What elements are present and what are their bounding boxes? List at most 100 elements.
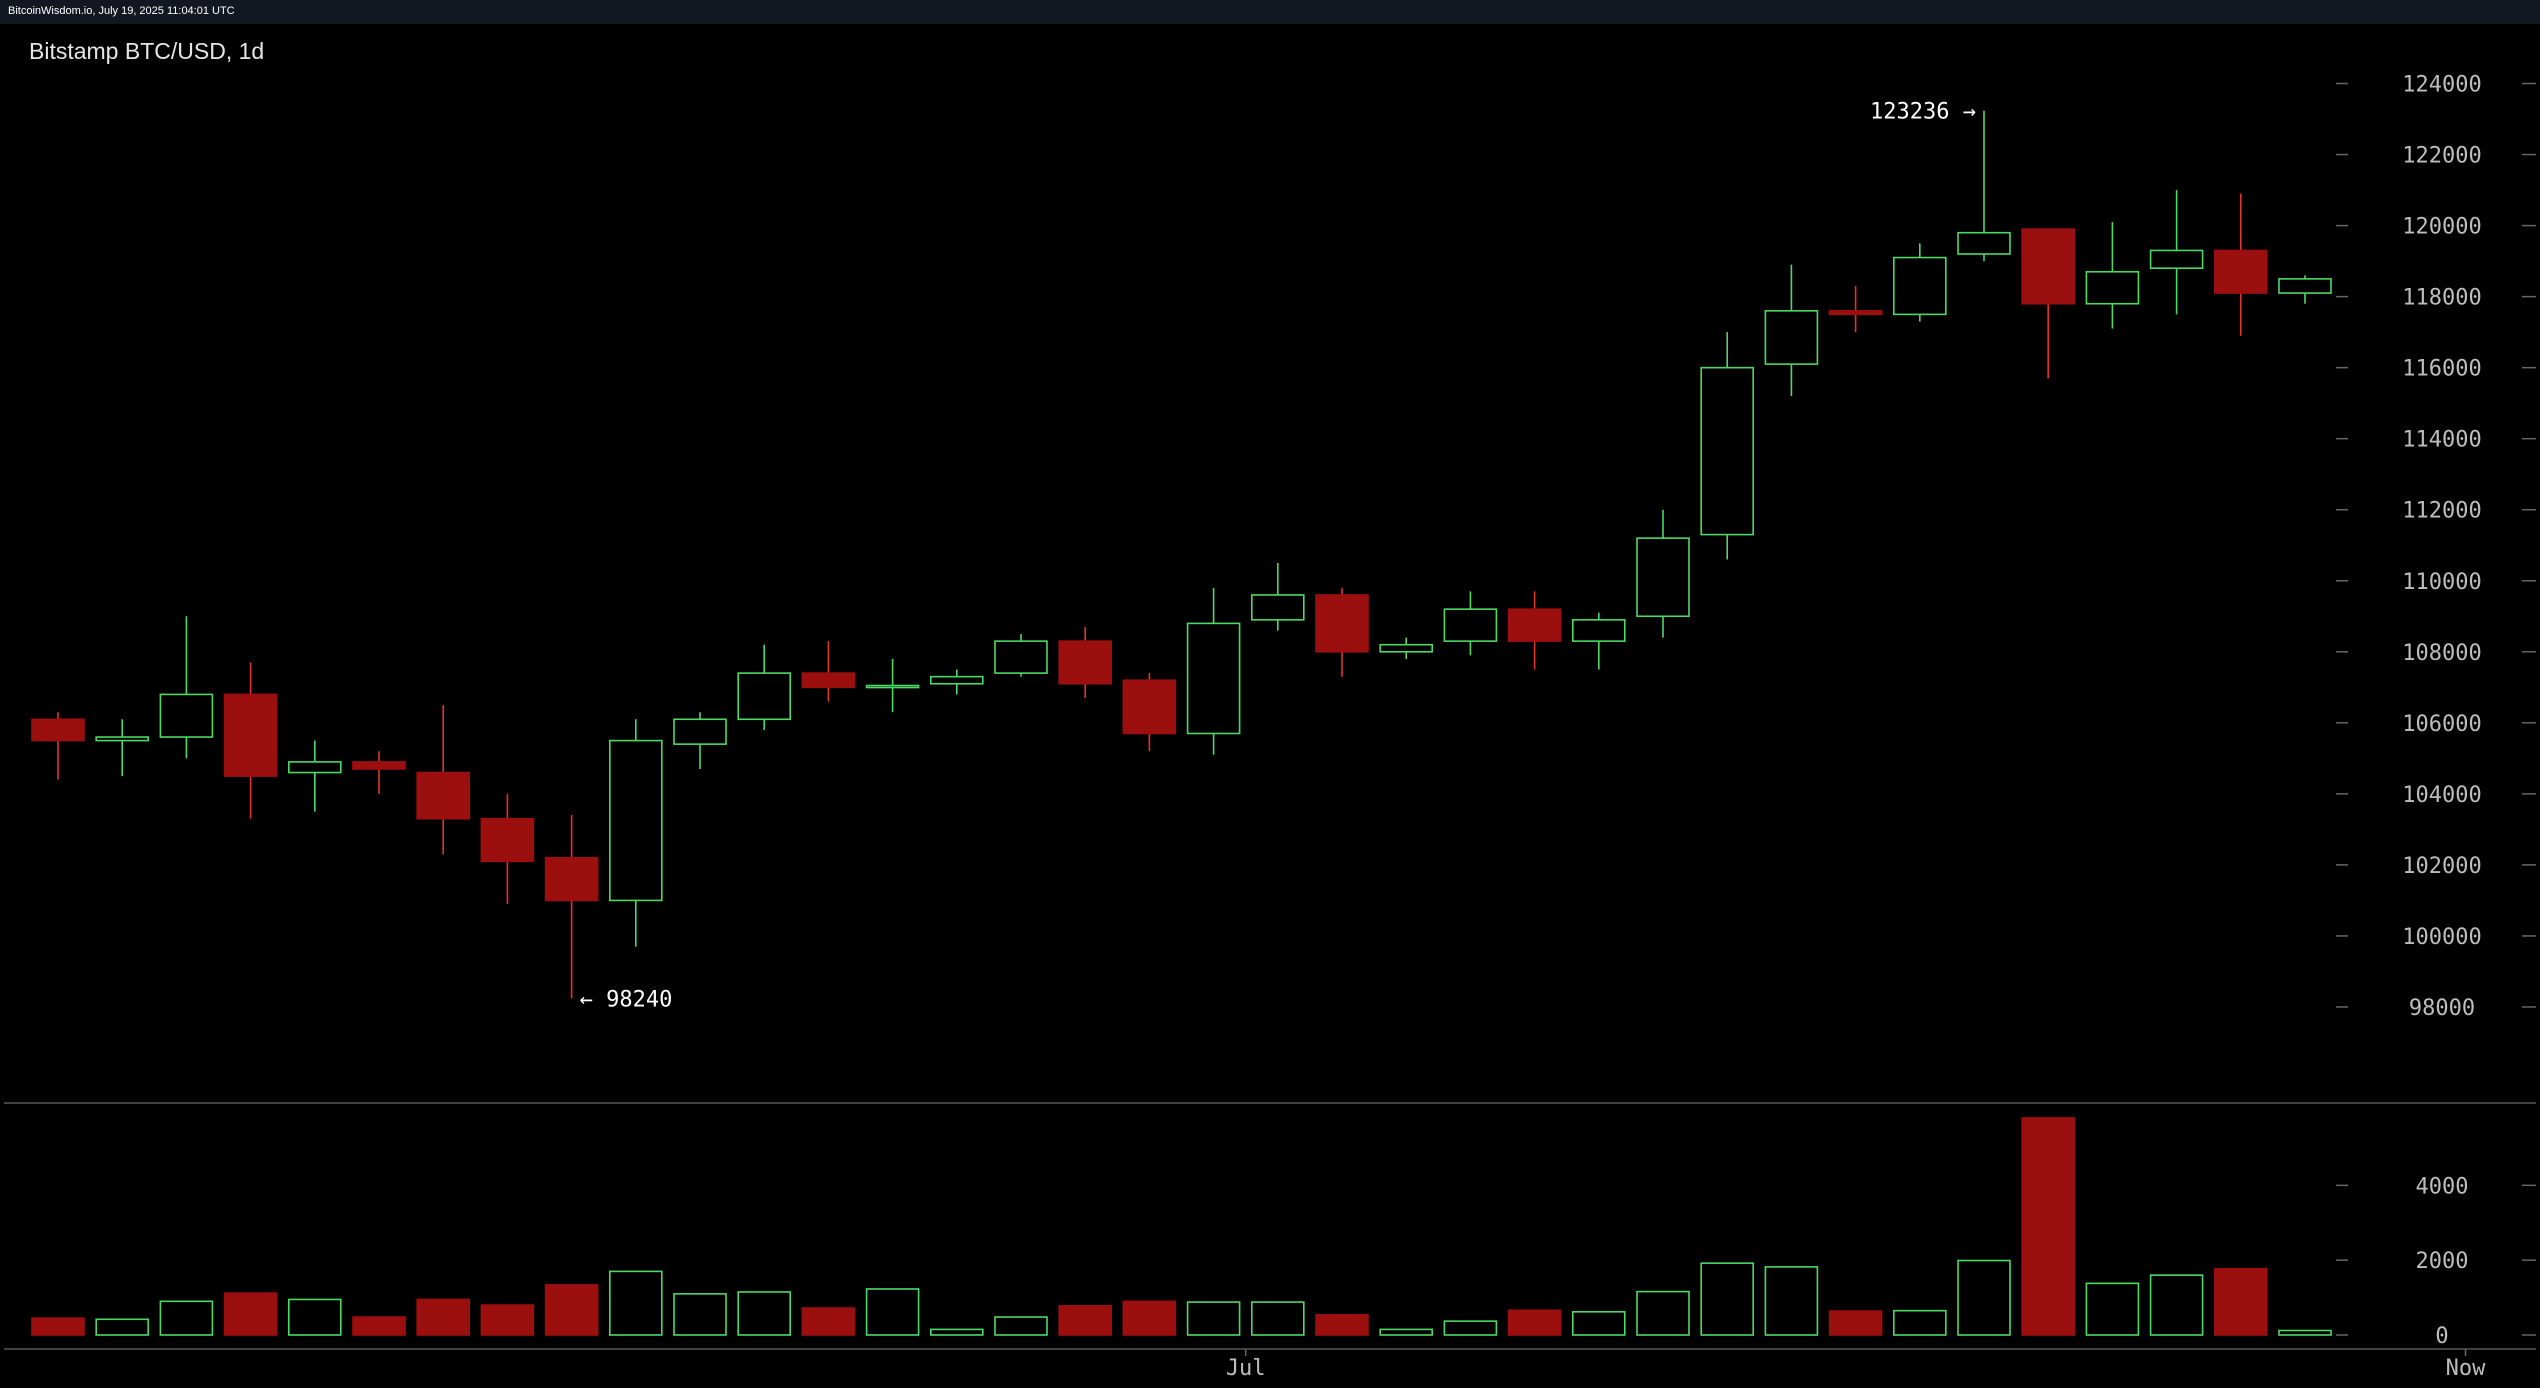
candle-body xyxy=(1828,310,1883,316)
volume-bars xyxy=(31,1117,2332,1336)
volume-bar xyxy=(1315,1313,1369,1336)
candle-body xyxy=(994,640,1048,674)
volume-bar xyxy=(994,1316,1048,1336)
price-tick-label: 98000 xyxy=(2409,996,2475,1021)
candle-body xyxy=(2021,228,2075,305)
volume-bar xyxy=(2085,1282,2140,1336)
price-tick-label: 118000 xyxy=(2402,286,2481,311)
candle-body xyxy=(1700,366,1754,536)
volume-bar xyxy=(1636,1290,1690,1336)
candle-body xyxy=(1764,310,1819,365)
volume-bar xyxy=(2214,1267,2268,1336)
volume-bar xyxy=(608,1270,663,1336)
volume-bar xyxy=(352,1316,406,1336)
candle-body xyxy=(2214,249,2268,294)
price-tick-label: 108000 xyxy=(2402,641,2481,666)
chart-title: Bitstamp BTC/USD, 1d xyxy=(29,38,265,64)
x-tick-label: Jul xyxy=(1226,1356,1266,1381)
volume-bar xyxy=(1186,1301,1241,1336)
candle-body xyxy=(1251,594,1305,621)
candle-body xyxy=(1572,619,1626,642)
price-tick-label: 100000 xyxy=(2402,925,2481,950)
price-tick-label: 110000 xyxy=(2402,570,2481,595)
volume-bar xyxy=(1379,1328,1433,1336)
volume-bar xyxy=(1572,1311,1626,1336)
price-tick-label: 104000 xyxy=(2402,783,2481,808)
candle-body xyxy=(1122,679,1177,735)
candles xyxy=(31,110,2332,999)
candle-body xyxy=(737,672,792,721)
annotations: 123236 → ← 98240 xyxy=(580,100,1976,1013)
volume-bar xyxy=(223,1292,278,1336)
candle-body xyxy=(95,736,149,742)
candle-body xyxy=(608,739,663,902)
volume-bar xyxy=(1058,1305,1112,1336)
candle-body xyxy=(31,718,85,742)
volume-bar xyxy=(865,1288,920,1336)
price-tick-label: 124000 xyxy=(2402,73,2481,98)
price-tick-label: 102000 xyxy=(2402,854,2481,879)
volume-tick-label: 4000 xyxy=(2416,1174,2469,1199)
candle-body xyxy=(1058,640,1112,685)
volume-bar xyxy=(1700,1262,1754,1336)
volume-bar xyxy=(287,1298,342,1336)
volume-bar xyxy=(2149,1274,2204,1336)
candle-body xyxy=(673,718,727,745)
x-axis: Jul Now xyxy=(1226,1349,2486,1381)
candle-body xyxy=(1315,594,1369,653)
volume-bar xyxy=(416,1298,471,1336)
candle-body xyxy=(1186,622,1241,735)
candle-body xyxy=(2149,249,2204,270)
volume-bar xyxy=(1893,1309,1947,1336)
price-tick-label: 114000 xyxy=(2402,428,2481,453)
volume-bar xyxy=(801,1307,856,1336)
candle-body xyxy=(2278,278,2332,294)
volume-tick-label: 2000 xyxy=(2416,1249,2469,1274)
volume-bar xyxy=(673,1293,727,1336)
volume-axis: 0 2000 4000 xyxy=(2336,1174,2536,1349)
volume-bar xyxy=(31,1317,85,1336)
price-tick-label: 116000 xyxy=(2402,357,2481,382)
candle-body xyxy=(1507,608,1562,642)
extreme-annotation: 123236 → xyxy=(1870,100,1976,125)
volume-bar xyxy=(1828,1310,1883,1336)
candle-body xyxy=(223,693,278,777)
chart-frame xyxy=(4,24,2536,1384)
volume-bar xyxy=(95,1318,149,1336)
candle-body xyxy=(1957,231,2011,255)
candle-body xyxy=(1443,608,1498,642)
volume-bar xyxy=(1507,1309,1562,1336)
candle-body xyxy=(159,693,214,738)
extreme-annotation: ← 98240 xyxy=(580,987,673,1012)
candle-body xyxy=(1379,643,1433,653)
volume-bar xyxy=(2278,1329,2332,1336)
volume-bar xyxy=(1764,1266,1819,1336)
x-tick-label: Now xyxy=(2446,1356,2486,1381)
volume-bar xyxy=(480,1304,535,1336)
candle-body xyxy=(1893,256,1947,316)
volume-bar xyxy=(1443,1320,1498,1336)
price-tick-label: 120000 xyxy=(2402,215,2481,240)
candle-body xyxy=(352,761,406,770)
volume-bar xyxy=(1957,1259,2011,1336)
candle-body xyxy=(544,856,599,902)
volume-bar xyxy=(1122,1300,1177,1336)
price-tick-label: 112000 xyxy=(2402,499,2481,524)
candle-body xyxy=(287,761,342,774)
candle-body xyxy=(2085,270,2140,305)
candle-body xyxy=(480,817,535,863)
candle-body xyxy=(929,675,984,685)
price-tick-label: 106000 xyxy=(2402,712,2481,737)
volume-bar xyxy=(929,1328,984,1336)
volume-bar xyxy=(159,1300,214,1336)
volume-bar xyxy=(544,1284,599,1336)
volume-bar xyxy=(737,1291,792,1336)
source-timestamp: BitcoinWisdom.io, July 19, 2025 11:04:01… xyxy=(8,5,235,17)
candle-body xyxy=(865,684,920,689)
volume-bar xyxy=(2021,1117,2075,1336)
volume-tick-label: 0 xyxy=(2435,1324,2448,1349)
price-axis: 98000 100000 102000 104000 106000 108000 11000… xyxy=(2336,73,2536,1021)
candle-body xyxy=(801,672,856,689)
candle-body xyxy=(1636,537,1690,618)
